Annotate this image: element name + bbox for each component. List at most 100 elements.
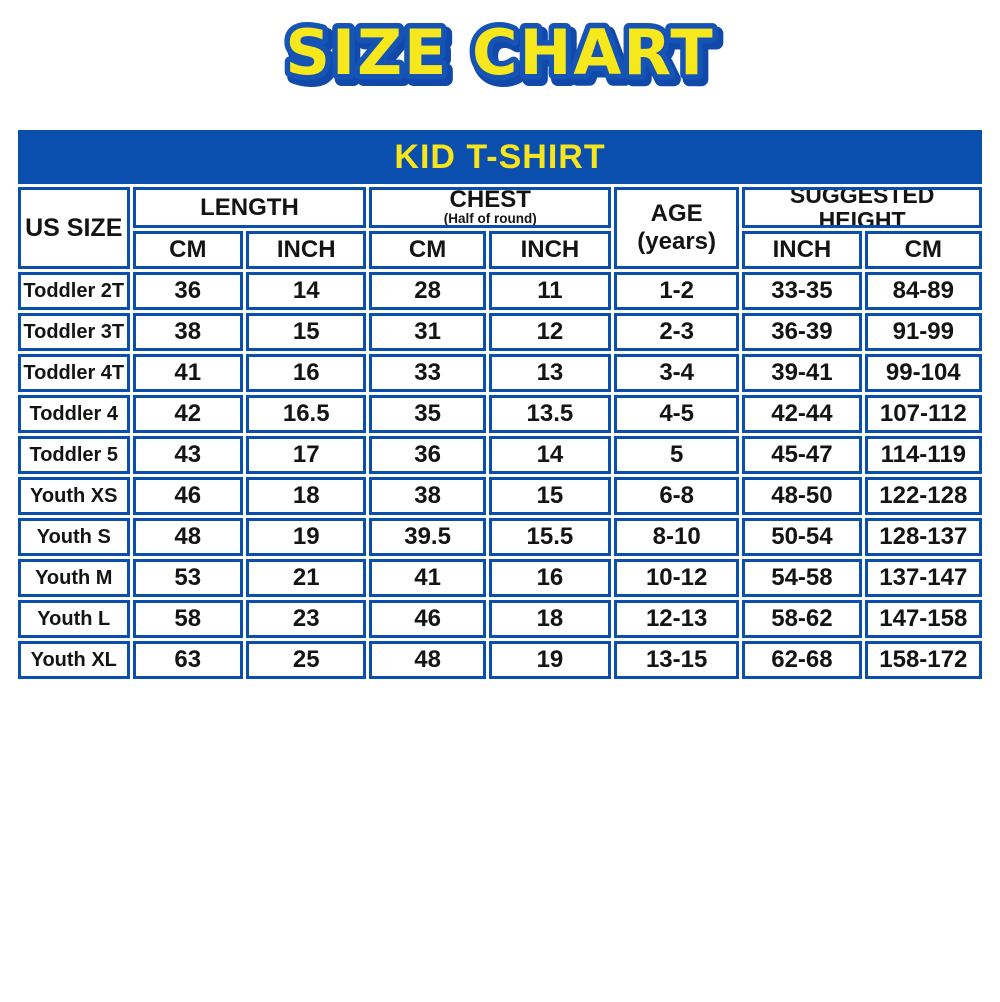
- age-cell: 5: [614, 436, 740, 474]
- chest-inch-cell: 15: [488, 477, 612, 515]
- length-inch-cell: 18: [246, 477, 367, 515]
- height-cm-cell: 128-137: [864, 518, 982, 556]
- length-cm-cell: 53: [132, 559, 244, 597]
- us-size-cell: Toddler 2T: [18, 272, 130, 310]
- chest-cm-cell: 46: [369, 600, 486, 638]
- table-row-toddler-3t: Toddler 3T 38 15 31 12 2-3 36-39 91-99: [18, 313, 982, 351]
- length-cm-cell: 63: [132, 641, 244, 679]
- height-cm-cell: 84-89: [864, 272, 982, 310]
- table-row-toddler-4t: Toddler 4T 41 16 33 13 3-4 39-41 99-104: [18, 354, 982, 392]
- subheader-length-cm: CM: [132, 231, 244, 269]
- chest-inch-cell: 13: [488, 354, 612, 392]
- header-age-label: AGE: [650, 200, 703, 228]
- age-cell: 8-10: [614, 518, 740, 556]
- age-cell: 6-8: [614, 477, 740, 515]
- table-row-toddler-5: Toddler 5 43 17 36 14 5 45-47 114-119: [18, 436, 982, 474]
- header-age: AGE (years): [614, 187, 740, 269]
- title-text: SIZE CHART: [285, 16, 714, 89]
- table-row-youth-s: Youth S 48 19 39.5 15.5 8-10 50-54 128-1…: [18, 518, 982, 556]
- page-title: SIZE CHART SIZE CHART: [0, 8, 1000, 113]
- height-inch-cell: 50-54: [742, 518, 862, 556]
- chest-inch-cell: 14: [488, 436, 612, 474]
- size-table: KID T-SHIRT US SIZE LENGTH CHEST (Half o…: [18, 130, 982, 679]
- header-age-unit: (years): [637, 228, 717, 255]
- age-cell: 1-2: [614, 272, 740, 310]
- chest-inch-cell: 15.5: [488, 518, 612, 556]
- chest-inch-cell: 11: [488, 272, 612, 310]
- height-cm-cell: 147-158: [864, 600, 982, 638]
- table-row-youth-xl: Youth XL 63 25 48 19 13-15 62-68 158-172: [18, 641, 982, 679]
- height-inch-cell: 54-58: [742, 559, 862, 597]
- length-cm-cell: 38: [132, 313, 244, 351]
- size-chart-title-art: SIZE CHART SIZE CHART: [280, 11, 724, 102]
- us-size-cell: Toddler 4T: [18, 354, 130, 392]
- length-cm-cell: 46: [132, 477, 244, 515]
- subheader-chest-cm: CM: [369, 231, 486, 269]
- length-inch-cell: 21: [246, 559, 367, 597]
- height-inch-cell: 58-62: [742, 600, 862, 638]
- subheader-height-cm: CM: [864, 231, 982, 269]
- us-size-cell: Toddler 5: [18, 436, 130, 474]
- length-cm-cell: 58: [132, 600, 244, 638]
- age-cell: 12-13: [614, 600, 740, 638]
- length-inch-cell: 16.5: [246, 395, 367, 433]
- us-size-cell: Youth L: [18, 600, 130, 638]
- length-cm-cell: 48: [132, 518, 244, 556]
- age-cell: 4-5: [614, 395, 740, 433]
- table-banner: KID T-SHIRT: [18, 130, 982, 184]
- chest-cm-cell: 31: [369, 313, 486, 351]
- height-cm-cell: 137-147: [864, 559, 982, 597]
- chest-cm-cell: 39.5: [369, 518, 486, 556]
- us-size-cell: Youth XS: [18, 477, 130, 515]
- length-inch-cell: 19: [246, 518, 367, 556]
- height-cm-cell: 99-104: [864, 354, 982, 392]
- height-inch-cell: 36-39: [742, 313, 862, 351]
- us-size-cell: Youth S: [18, 518, 130, 556]
- length-cm-cell: 42: [132, 395, 244, 433]
- us-size-cell: Toddler 4: [18, 395, 130, 433]
- chest-cm-cell: 48: [369, 641, 486, 679]
- chest-inch-cell: 16: [488, 559, 612, 597]
- height-cm-cell: 158-172: [864, 641, 982, 679]
- length-inch-cell: 15: [246, 313, 367, 351]
- us-size-cell: Youth XL: [18, 641, 130, 679]
- subheader-length-inch: INCH: [246, 231, 367, 269]
- height-inch-cell: 48-50: [742, 477, 862, 515]
- height-cm-cell: 114-119: [864, 436, 982, 474]
- chest-inch-cell: 19: [488, 641, 612, 679]
- height-cm-cell: 91-99: [864, 313, 982, 351]
- age-cell: 13-15: [614, 641, 740, 679]
- chest-cm-cell: 28: [369, 272, 486, 310]
- banner-label: KID T-SHIRT: [394, 137, 606, 176]
- chest-inch-cell: 13.5: [488, 395, 612, 433]
- height-cm-cell: 107-112: [864, 395, 982, 433]
- chest-cm-cell: 38: [369, 477, 486, 515]
- table-body: Toddler 2T 36 14 28 11 1-2 33-35 84-89 T…: [18, 272, 982, 679]
- header-chest-label: CHEST: [449, 187, 531, 214]
- table-row-toddler-4: Toddler 4 42 16.5 35 13.5 4-5 42-44 107-…: [18, 395, 982, 433]
- length-cm-cell: 43: [132, 436, 244, 474]
- length-inch-cell: 14: [246, 272, 367, 310]
- chest-cm-cell: 36: [369, 436, 486, 474]
- height-inch-cell: 33-35: [742, 272, 862, 310]
- chest-cm-cell: 41: [369, 559, 486, 597]
- subheader-height-inch: INCH: [742, 231, 862, 269]
- age-cell: 3-4: [614, 354, 740, 392]
- header-suggested-height: SUGGESTED HEIGHT: [742, 187, 982, 228]
- height-inch-cell: 45-47: [742, 436, 862, 474]
- age-cell: 2-3: [614, 313, 740, 351]
- table-row-youth-l: Youth L 58 23 46 18 12-13 58-62 147-158: [18, 600, 982, 638]
- length-cm-cell: 41: [132, 354, 244, 392]
- height-inch-cell: 39-41: [742, 354, 862, 392]
- length-inch-cell: 17: [246, 436, 367, 474]
- chest-inch-cell: 12: [488, 313, 612, 351]
- us-size-cell: Toddler 3T: [18, 313, 130, 351]
- header-chest-subnote: (Half of round): [443, 211, 537, 227]
- header-chest: CHEST (Half of round): [369, 187, 612, 228]
- chest-cm-cell: 33: [369, 354, 486, 392]
- length-inch-cell: 23: [246, 600, 367, 638]
- header-us-size: US SIZE: [18, 187, 130, 269]
- table-row-youth-xs: Youth XS 46 18 38 15 6-8 48-50 122-128: [18, 477, 982, 515]
- height-cm-cell: 122-128: [864, 477, 982, 515]
